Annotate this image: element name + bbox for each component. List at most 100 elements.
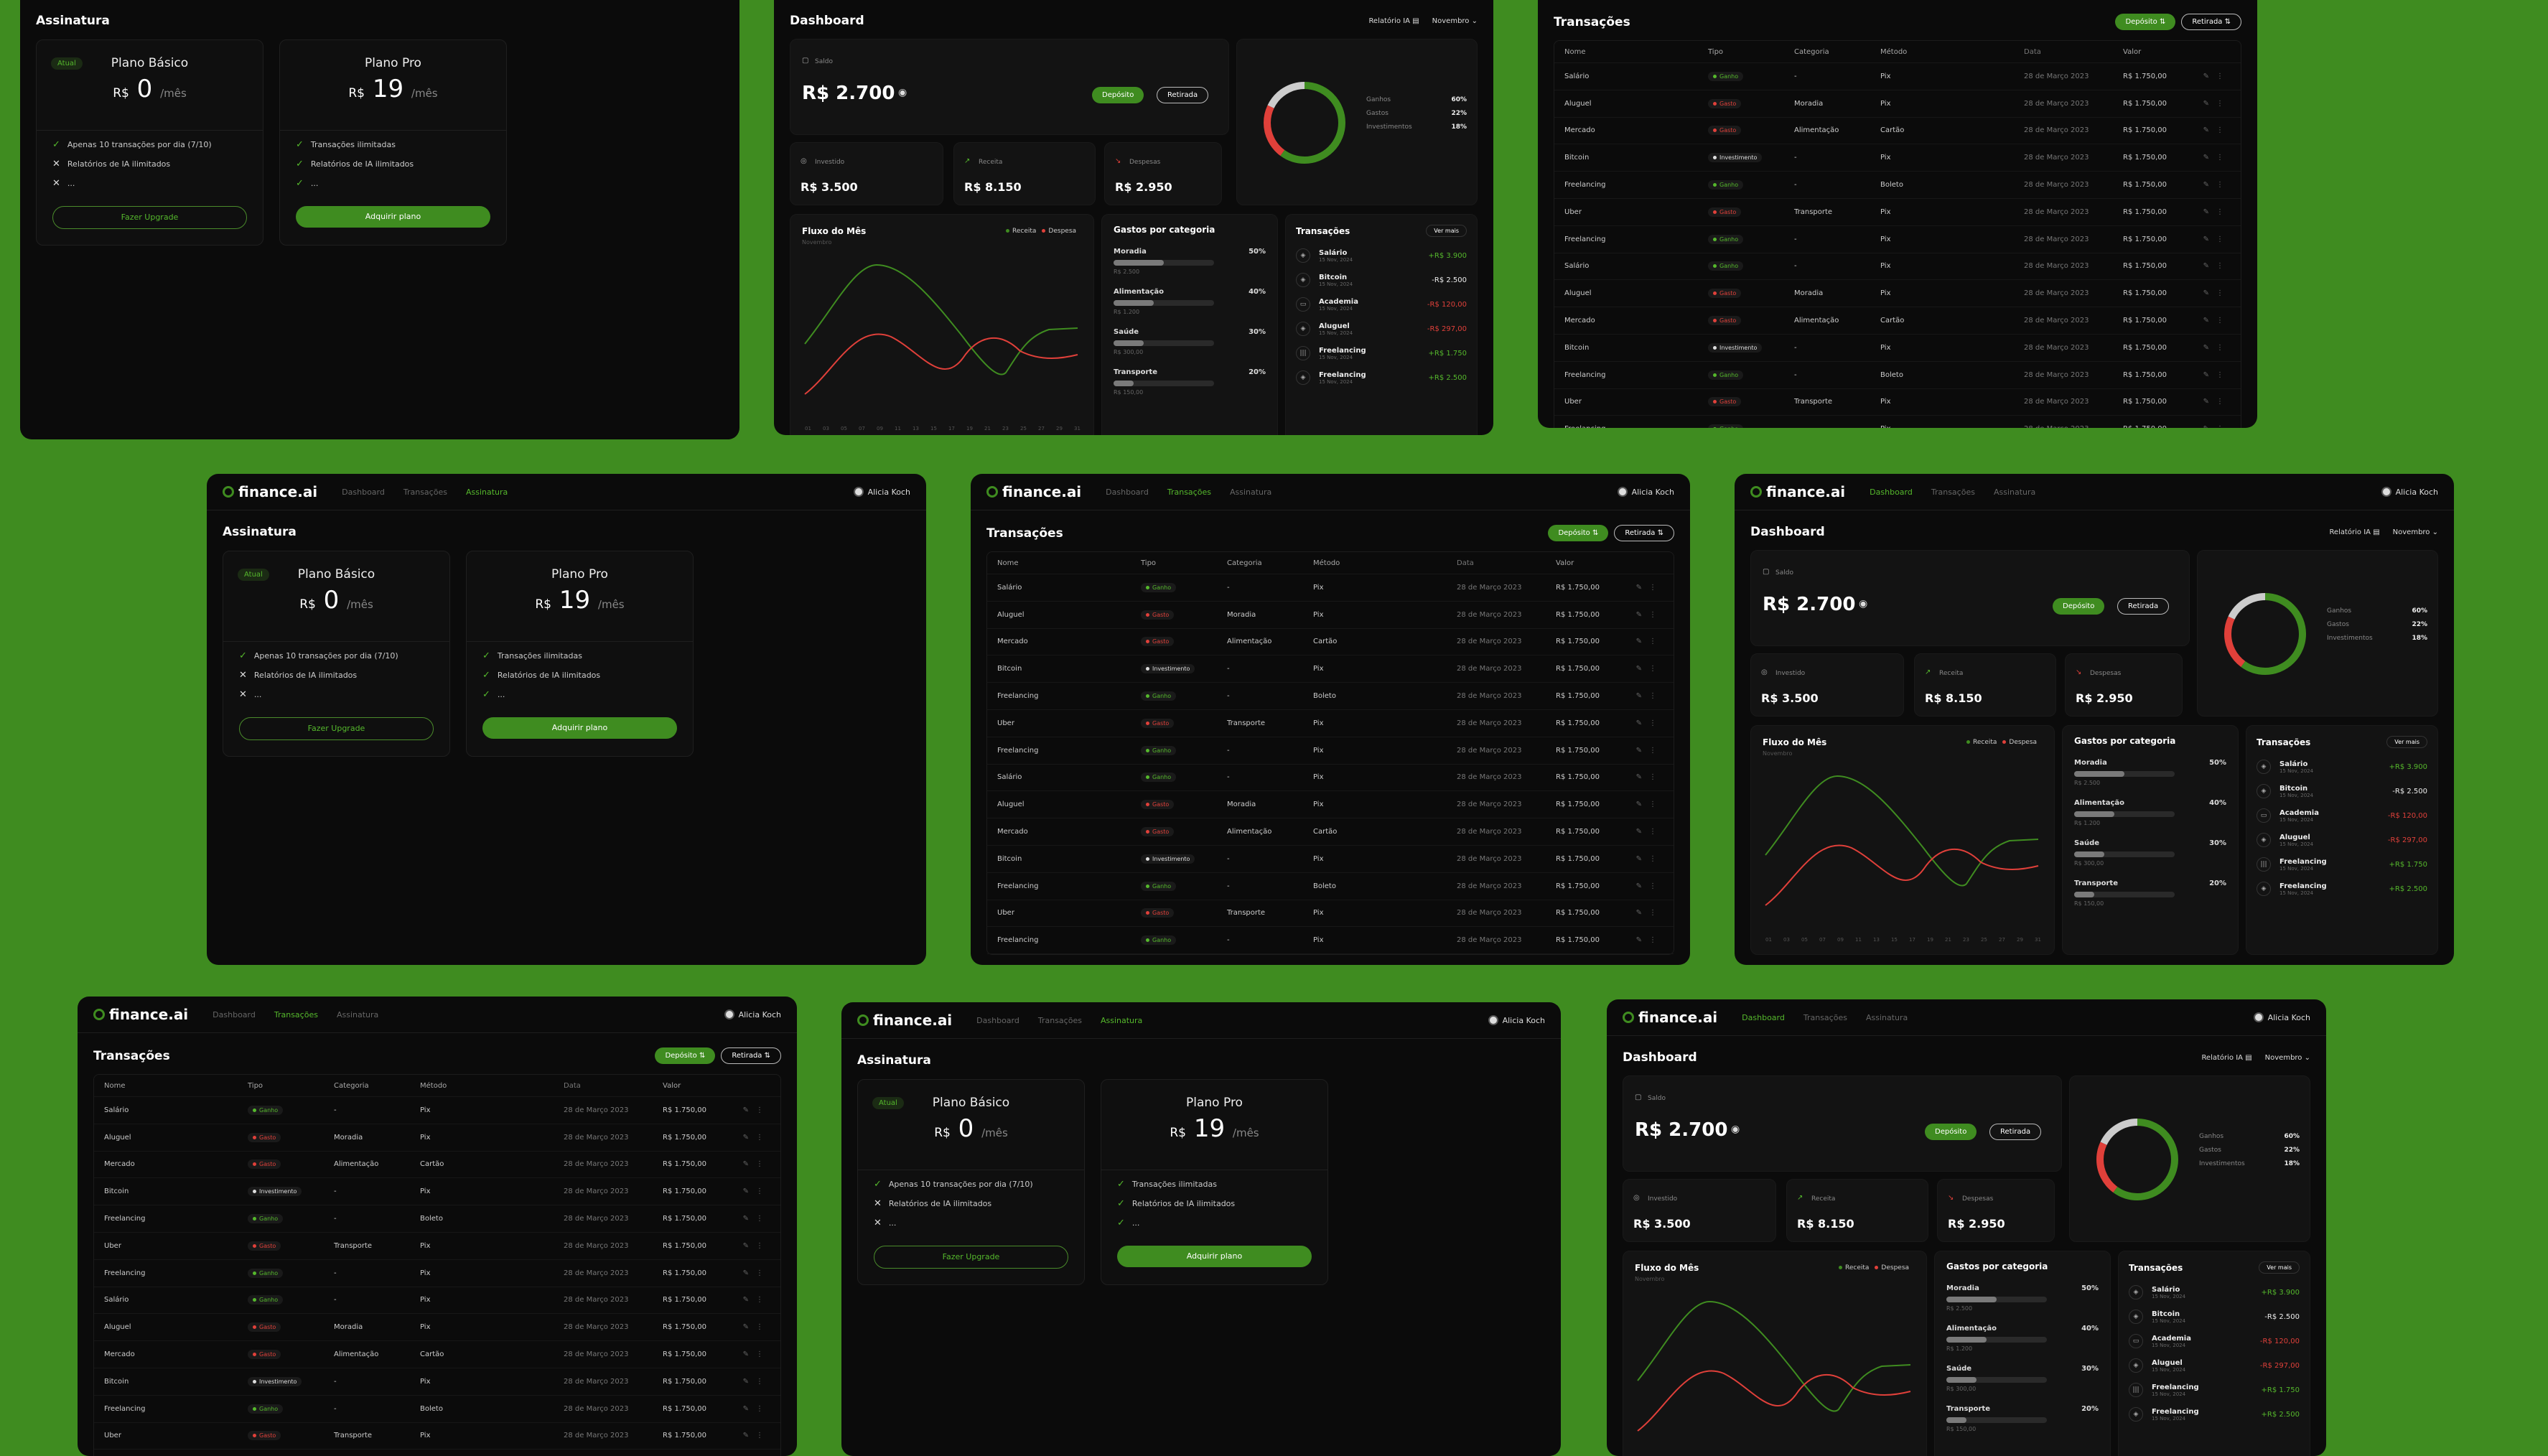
- more-icon[interactable]: ⋮: [1649, 828, 1663, 836]
- nav-transactions[interactable]: Transações: [1037, 1015, 1082, 1025]
- app-logo[interactable]: finance.ai: [1750, 483, 1845, 500]
- app-logo[interactable]: finance.ai: [1623, 1009, 1717, 1026]
- edit-icon[interactable]: ✎: [1635, 583, 1649, 592]
- table-row[interactable]: Mercado Gasto Alimentação Cartão 28 de Março…: [94, 1152, 780, 1179]
- more-icon[interactable]: ⋮: [1649, 773, 1663, 782]
- ai-report-button[interactable]: Relatório IA ▤: [1368, 17, 1419, 25]
- table-row[interactable]: Aluguel Gasto Moradia Pix 28 de Março 2023 R$…: [94, 1314, 780, 1342]
- more-icon[interactable]: ⋮: [756, 1323, 770, 1332]
- edit-icon[interactable]: ✎: [2203, 99, 2216, 108]
- recent-transaction-item[interactable]: ◈ Freelancing 15 Nov, 2024 +R$ 2.500: [1296, 370, 1467, 385]
- withdraw-button[interactable]: Retirada ⇅: [2181, 14, 2241, 30]
- more-icon[interactable]: ⋮: [2216, 72, 2231, 80]
- more-icon[interactable]: ⋮: [1649, 746, 1663, 755]
- edit-icon[interactable]: ✎: [742, 1269, 756, 1277]
- table-row[interactable]: Salário Ganho - Pix 28 de Março 2023 R$ 1.750…: [987, 765, 1674, 792]
- edit-icon[interactable]: ✎: [742, 1377, 756, 1386]
- nav-dashboard[interactable]: Dashboard: [976, 1015, 1019, 1025]
- edit-icon[interactable]: ✎: [1635, 610, 1649, 619]
- month-select[interactable]: Novembro ⌄: [2392, 528, 2438, 536]
- table-row[interactable]: Uber Gasto Transporte Pix 28 de Março 2023 R$…: [94, 1233, 780, 1260]
- more-icon[interactable]: ⋮: [756, 1404, 770, 1413]
- more-icon[interactable]: ⋮: [2216, 343, 2231, 352]
- table-row[interactable]: Aluguel Gasto Moradia Pix 28 de Março 2023 R$…: [94, 1124, 780, 1152]
- upgrade-button[interactable]: Fazer Upgrade: [52, 206, 247, 229]
- more-icon[interactable]: ⋮: [2216, 398, 2231, 406]
- recent-transaction-item[interactable]: ||| Freelancing 15 Nov, 2024 +R$ 1.750: [1296, 346, 1467, 360]
- eye-icon[interactable]: ◉: [1731, 1124, 1740, 1135]
- nav-subscription[interactable]: Assinatura: [1993, 487, 2036, 497]
- table-row[interactable]: Aluguel Gasto Moradia Pix 28 de Março 2023 R$…: [1554, 90, 2241, 118]
- edit-icon[interactable]: ✎: [2203, 181, 2216, 190]
- recent-transaction-item[interactable]: ◈ Aluguel 15 Nov, 2024 -R$ 297,00: [1296, 322, 1467, 336]
- edit-icon[interactable]: ✎: [1635, 746, 1649, 755]
- more-icon[interactable]: ⋮: [756, 1296, 770, 1305]
- edit-icon[interactable]: ✎: [2203, 126, 2216, 135]
- more-icon[interactable]: ⋮: [756, 1215, 770, 1223]
- buy-plan-button[interactable]: Adquirir plano: [482, 717, 677, 739]
- recent-transaction-item[interactable]: ◈ Freelancing 15 Nov, 2024 +R$ 2.500: [2257, 882, 2427, 896]
- recent-transaction-item[interactable]: ▭ Academia 15 Nov, 2024 -R$ 120,00: [2129, 1334, 2300, 1348]
- recent-transaction-item[interactable]: ◈ Salário 15 Nov, 2024 +R$ 3.900: [2129, 1285, 2300, 1299]
- user-menu[interactable]: Alicia Koch: [724, 1009, 781, 1019]
- table-row[interactable]: Salário Ganho - Pix 28 de Março 2023 R$ 1.750…: [987, 574, 1674, 602]
- edit-icon[interactable]: ✎: [1635, 665, 1649, 673]
- more-icon[interactable]: ⋮: [1649, 610, 1663, 619]
- recent-transaction-item[interactable]: ||| Freelancing 15 Nov, 2024 +R$ 1.750: [2257, 857, 2427, 872]
- table-row[interactable]: Salário Ganho - Pix 28 de Março 2023 R$ 1.750…: [1554, 253, 2241, 281]
- app-logo[interactable]: finance.ai: [857, 1012, 952, 1029]
- table-row[interactable]: Mercado Gasto Alimentação Cartão 28 de Março…: [1554, 118, 2241, 145]
- edit-icon[interactable]: ✎: [742, 1323, 756, 1332]
- table-row[interactable]: Bitcoin Investimento - Pix 28 de Março 2023 R…: [1554, 144, 2241, 172]
- more-icon[interactable]: ⋮: [756, 1187, 770, 1196]
- buy-plan-button[interactable]: Adquirir plano: [1117, 1246, 1312, 1267]
- more-icon[interactable]: ⋮: [1649, 638, 1663, 646]
- table-row[interactable]: Mercado Gasto Alimentação Cartão 28 de Março…: [987, 629, 1674, 656]
- edit-icon[interactable]: ✎: [742, 1106, 756, 1114]
- edit-icon[interactable]: ✎: [742, 1432, 756, 1440]
- recent-transaction-item[interactable]: ▭ Academia 15 Nov, 2024 -R$ 120,00: [2257, 808, 2427, 823]
- more-icon[interactable]: ⋮: [2216, 317, 2231, 325]
- upgrade-button[interactable]: Fazer Upgrade: [874, 1246, 1068, 1269]
- more-icon[interactable]: ⋮: [2216, 99, 2231, 108]
- table-row[interactable]: Freelancing Ganho - Boleto 28 de Março 2023 R…: [94, 1396, 780, 1423]
- edit-icon[interactable]: ✎: [2203, 154, 2216, 162]
- table-row[interactable]: Salário Ganho - Pix 28 de Março 2023 R$ 1.750…: [94, 1097, 780, 1124]
- nav-dashboard[interactable]: Dashboard: [342, 487, 385, 497]
- table-row[interactable]: Mercado Gasto Alimentação Cartão 28 de Março…: [94, 1341, 780, 1368]
- table-row[interactable]: Aluguel Gasto Moradia Pix 28 de Março 2023 R$…: [987, 602, 1674, 629]
- nav-subscription[interactable]: Assinatura: [1100, 1015, 1143, 1025]
- nav-dashboard[interactable]: Dashboard: [1742, 1012, 1785, 1022]
- app-logo[interactable]: finance.ai: [223, 483, 317, 500]
- more-icon[interactable]: ⋮: [756, 1160, 770, 1169]
- edit-icon[interactable]: ✎: [1635, 773, 1649, 782]
- nav-subscription[interactable]: Assinatura: [465, 487, 508, 497]
- more-icon[interactable]: ⋮: [2216, 207, 2231, 216]
- nav-dashboard[interactable]: Dashboard: [213, 1009, 256, 1019]
- table-row[interactable]: Mercado Gasto Alimentação Cartão 28 de Março…: [1554, 307, 2241, 335]
- edit-icon[interactable]: ✎: [742, 1160, 756, 1169]
- recent-transaction-item[interactable]: ◈ Bitcoin 15 Nov, 2024 -R$ 2.500: [2257, 784, 2427, 798]
- edit-icon[interactable]: ✎: [1635, 854, 1649, 863]
- recent-transaction-item[interactable]: ◈ Freelancing 15 Nov, 2024 +R$ 2.500: [2129, 1407, 2300, 1422]
- recent-transaction-item[interactable]: ◈ Aluguel 15 Nov, 2024 -R$ 297,00: [2257, 833, 2427, 847]
- user-menu[interactable]: Alicia Koch: [1488, 1015, 1545, 1025]
- table-row[interactable]: Bitcoin Investimento - Pix 28 de Março 2023 R…: [987, 846, 1674, 873]
- withdraw-button[interactable]: Retirada: [1157, 87, 1209, 103]
- deposit-button[interactable]: Depósito ⇅: [1548, 525, 1609, 541]
- eye-icon[interactable]: ◉: [1859, 598, 1868, 610]
- table-row[interactable]: Uber Gasto Transporte Pix 28 de Março 2023 R$…: [1554, 389, 2241, 416]
- edit-icon[interactable]: ✎: [742, 1241, 756, 1250]
- edit-icon[interactable]: ✎: [2203, 207, 2216, 216]
- more-icon[interactable]: ⋮: [756, 1133, 770, 1142]
- user-menu[interactable]: Alicia Koch: [2381, 487, 2438, 497]
- more-icon[interactable]: ⋮: [756, 1377, 770, 1386]
- withdraw-button[interactable]: Retirada ⇅: [721, 1047, 781, 1064]
- see-more-button[interactable]: Ver mais: [2259, 1261, 2300, 1274]
- more-icon[interactable]: ⋮: [756, 1269, 770, 1277]
- table-row[interactable]: Bitcoin Investimento - Pix 28 de Março 2023 R…: [94, 1178, 780, 1206]
- table-row[interactable]: Salário Ganho - Pix 28 de Março 2023 R$ 1.750…: [1554, 63, 2241, 90]
- more-icon[interactable]: ⋮: [2216, 370, 2231, 379]
- withdraw-button[interactable]: Retirada: [2117, 598, 2170, 615]
